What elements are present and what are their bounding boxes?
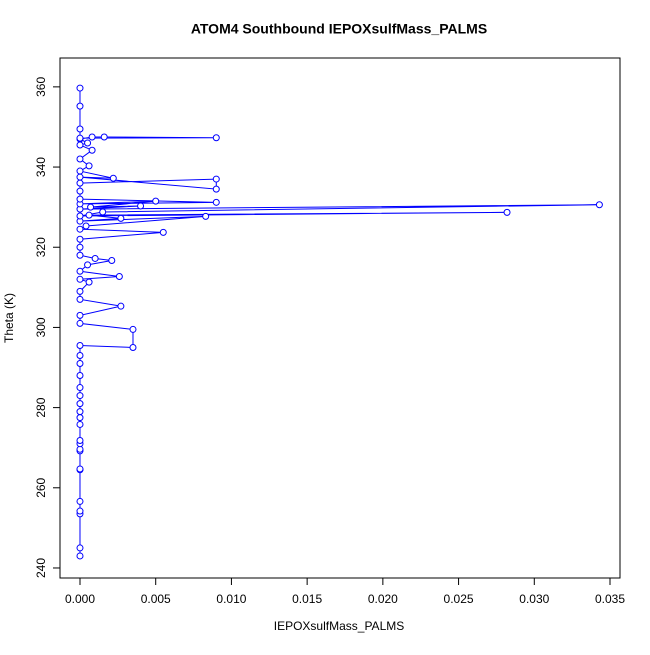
- point: [100, 133, 108, 141]
- point: [76, 360, 84, 368]
- x-axis-label: IEPOXsulfMass_PALMS: [274, 619, 405, 633]
- point: [76, 243, 84, 251]
- point: [76, 267, 84, 275]
- point: [115, 273, 123, 281]
- x-tick-label: 0.005: [141, 592, 171, 606]
- point: [76, 384, 84, 392]
- point: [159, 228, 167, 236]
- x-tick-label: 0.000: [65, 592, 95, 606]
- point: [212, 198, 220, 206]
- x-tick-label: 0.010: [216, 592, 246, 606]
- point: [87, 203, 95, 211]
- y-tick-label: 280: [34, 397, 48, 417]
- point: [76, 225, 84, 233]
- point: [76, 141, 84, 149]
- point: [129, 343, 137, 351]
- point: [76, 102, 84, 110]
- point: [88, 133, 96, 141]
- point: [85, 278, 93, 286]
- point: [76, 544, 84, 552]
- point: [76, 187, 84, 195]
- x-tick-label: 0.030: [519, 592, 549, 606]
- point: [84, 139, 92, 147]
- point: [202, 212, 210, 220]
- point: [76, 420, 84, 428]
- point: [76, 167, 84, 175]
- point: [91, 254, 99, 262]
- point: [212, 175, 220, 183]
- chart-title: ATOM4 Southbound IEPOXsulfMass_PALMS: [191, 21, 487, 37]
- point: [85, 162, 93, 170]
- y-tick-label: 260: [34, 477, 48, 497]
- point: [99, 208, 107, 216]
- y-axis-label: Theta (K): [2, 293, 16, 343]
- point: [76, 341, 84, 349]
- point: [76, 275, 84, 283]
- point: [76, 179, 84, 187]
- point: [595, 201, 603, 209]
- point: [117, 214, 125, 222]
- point: [76, 155, 84, 163]
- point: [76, 351, 84, 359]
- y-tick-label: 240: [34, 558, 48, 578]
- point: [212, 134, 220, 142]
- y-tick-label: 300: [34, 317, 48, 337]
- x-tick-label: 0.015: [292, 592, 322, 606]
- point: [76, 235, 84, 243]
- y-tick-label: 360: [34, 77, 48, 97]
- point: [76, 134, 84, 142]
- point: [76, 173, 84, 181]
- point: [152, 197, 160, 205]
- point: [76, 251, 84, 259]
- y-tick-label: 320: [34, 237, 48, 257]
- point: [76, 436, 84, 444]
- point: [85, 211, 93, 219]
- point: [84, 261, 92, 269]
- point: [76, 507, 84, 515]
- point: [129, 325, 137, 333]
- x-tick-label: 0.035: [595, 592, 625, 606]
- point: [117, 302, 125, 310]
- point: [76, 465, 84, 473]
- point: [76, 497, 84, 505]
- point: [76, 445, 84, 453]
- point: [503, 208, 511, 216]
- y-tick-label: 340: [34, 157, 48, 177]
- point: [76, 287, 84, 295]
- point: [212, 185, 220, 193]
- point: [76, 552, 84, 560]
- point: [76, 212, 84, 220]
- point: [76, 400, 84, 408]
- x-tick-label: 0.020: [368, 592, 398, 606]
- point: [76, 295, 84, 303]
- x-tick-label: 0.025: [444, 592, 474, 606]
- point: [76, 392, 84, 400]
- point: [76, 408, 84, 416]
- point: [137, 202, 145, 210]
- point: [76, 84, 84, 92]
- point: [76, 195, 84, 203]
- point: [109, 174, 117, 182]
- point: [76, 414, 84, 422]
- point: [108, 256, 116, 264]
- point: [76, 311, 84, 319]
- point: [82, 222, 90, 230]
- point: [88, 146, 96, 154]
- point: [76, 125, 84, 133]
- point: [76, 319, 84, 327]
- point: [76, 372, 84, 380]
